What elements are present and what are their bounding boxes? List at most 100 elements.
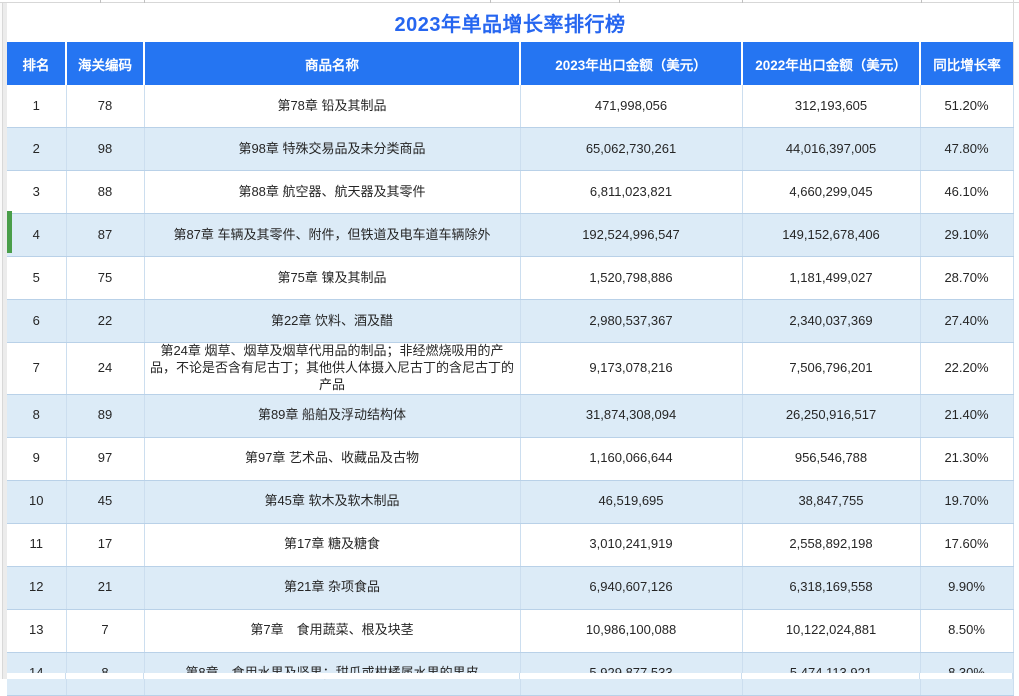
sheet-right-gridline (1013, 0, 1014, 85)
amount-2023-cell[interactable]: 31,874,308,094 (520, 394, 743, 438)
growth-rate-cell[interactable]: 51.20% (920, 85, 1014, 128)
hs-code-cell[interactable]: 17 (66, 523, 145, 567)
table-row: 9 97 第97章 艺术品、收藏品及古物 1,160,066,644 956,5… (7, 437, 1014, 481)
header-amount-2023[interactable]: 2023年出口金额（美元） (520, 42, 743, 85)
product-name-cell[interactable]: 第24章 烟草、烟草及烟草代用品的制品；非经燃烧吸用的产品，不论是否含有尼古丁；… (144, 342, 521, 395)
table-row: 5 75 第75章 镍及其制品 1,520,798,886 1,181,499,… (7, 256, 1014, 300)
amount-2023-cell[interactable]: 192,524,996,547 (520, 213, 743, 257)
grid-tick (619, 0, 620, 4)
header-product-name[interactable]: 商品名称 (144, 42, 521, 85)
table-row: 4 87 第87章 车辆及其零件、附件，但铁道及电车道车辆除外 192,524,… (7, 213, 1014, 257)
rank-cell[interactable]: 3 (7, 170, 67, 214)
product-name-cell[interactable]: 第22章 饮料、酒及醋 (144, 299, 521, 343)
sheet-left-gutter (0, 0, 7, 679)
growth-rate-cell[interactable]: 46.10% (920, 170, 1014, 214)
table-row: 7 24 第24章 烟草、烟草及烟草代用品的制品；非经燃烧吸用的产品，不论是否含… (7, 342, 1014, 395)
sheet-top-gridline (0, 0, 1019, 4)
amount-2023-cell[interactable]: 2,980,537,367 (520, 299, 743, 343)
product-name-cell[interactable]: 第87章 车辆及其零件、附件，但铁道及电车道车辆除外 (144, 213, 521, 257)
rank-cell[interactable]: 9 (7, 437, 67, 481)
growth-rate-cell[interactable]: 17.60% (920, 523, 1014, 567)
growth-rate-cell[interactable]: 9.90% (920, 566, 1014, 610)
hs-code-cell[interactable]: 97 (66, 437, 145, 481)
product-name-cell[interactable]: 第97章 艺术品、收藏品及古物 (144, 437, 521, 481)
hs-code-cell[interactable]: 7 (66, 609, 145, 653)
hs-code-cell[interactable]: 75 (66, 256, 145, 300)
amount-2023-cell[interactable]: 9,173,078,216 (520, 342, 743, 395)
hs-code-cell[interactable]: 88 (66, 170, 145, 214)
product-name-cell[interactable]: 第45章 软木及软木制品 (144, 480, 521, 524)
amount-2022-cell[interactable]: 312,193,605 (742, 85, 921, 128)
growth-rate-cell[interactable]: 28.70% (920, 256, 1014, 300)
header-hs-code[interactable]: 海关编码 (66, 42, 145, 85)
amount-2022-cell[interactable]: 2,558,892,198 (742, 523, 921, 567)
growth-rate-cell[interactable]: 21.30% (920, 437, 1014, 481)
rank-cell[interactable]: 8 (7, 394, 67, 438)
product-name-cell[interactable]: 第88章 航空器、航天器及其零件 (144, 170, 521, 214)
amount-2022-cell[interactable]: 4,660,299,045 (742, 170, 921, 214)
amount-2022-cell[interactable]: 149,152,678,406 (742, 213, 921, 257)
amount-2023-cell[interactable]: 6,940,607,126 (520, 566, 743, 610)
product-name-cell[interactable]: 第89章 船舶及浮动结构体 (144, 394, 521, 438)
rank-cell[interactable]: 2 (7, 127, 67, 171)
amount-2023-cell[interactable]: 1,520,798,886 (520, 256, 743, 300)
amount-2022-cell[interactable]: 10,122,024,881 (742, 609, 921, 653)
amount-2022-cell[interactable]: 44,016,397,005 (742, 127, 921, 171)
grid-tick (921, 0, 922, 4)
header-growth-rate[interactable]: 同比增长率 (920, 42, 1013, 85)
rank-cell[interactable]: 10 (7, 480, 67, 524)
grid-tick (144, 0, 145, 4)
active-row-marker (7, 211, 12, 253)
product-name-cell[interactable]: 第17章 糖及糖食 (144, 523, 521, 567)
product-name-cell[interactable]: 第75章 镍及其制品 (144, 256, 521, 300)
amount-2022-cell[interactable]: 956,546,788 (742, 437, 921, 481)
hs-code-cell[interactable]: 24 (66, 342, 145, 395)
amount-2022-cell[interactable]: 1,181,499,027 (742, 256, 921, 300)
rank-cell[interactable]: 12 (7, 566, 67, 610)
hs-code-cell[interactable]: 22 (66, 299, 145, 343)
amount-2023-cell[interactable]: 3,010,241,919 (520, 523, 743, 567)
growth-rate-cell[interactable]: 27.40% (920, 299, 1014, 343)
rank-cell[interactable]: 13 (7, 609, 67, 653)
hs-code-cell[interactable]: 98 (66, 127, 145, 171)
growth-rate-cell[interactable]: 22.20% (920, 342, 1014, 395)
product-name-cell[interactable]: 第78章 铅及其制品 (144, 85, 521, 128)
product-name-cell[interactable]: 第98章 特殊交易品及未分类商品 (144, 127, 521, 171)
rank-cell[interactable]: 1 (7, 85, 67, 128)
growth-rate-cell[interactable]: 19.70% (920, 480, 1014, 524)
growth-rate-cell[interactable]: 29.10% (920, 213, 1014, 257)
hs-code-cell[interactable]: 89 (66, 394, 145, 438)
rank-cell[interactable]: 7 (7, 342, 67, 395)
product-name-cell[interactable]: 第21章 杂项食品 (144, 566, 521, 610)
amount-2023-cell[interactable]: 46,519,695 (520, 480, 743, 524)
amount-2022-cell[interactable]: 38,847,755 (742, 480, 921, 524)
rank-cell[interactable]: 6 (7, 299, 67, 343)
table-row: 1 78 第78章 铅及其制品 471,998,056 312,193,605 … (7, 85, 1014, 128)
amount-2022-cell[interactable]: 26,250,916,517 (742, 394, 921, 438)
hs-code-cell[interactable]: 87 (66, 213, 145, 257)
rank-cell[interactable]: 11 (7, 523, 67, 567)
hs-code-cell[interactable]: 21 (66, 566, 145, 610)
title-bar: 2023年单品增长率排行榜 (7, 3, 1013, 42)
amount-2023-cell[interactable]: 65,062,730,261 (520, 127, 743, 171)
amount-2023-cell[interactable]: 6,811,023,821 (520, 170, 743, 214)
table-row: 3 88 第88章 航空器、航天器及其零件 6,811,023,821 4,66… (7, 170, 1014, 214)
amount-2023-cell[interactable]: 471,998,056 (520, 85, 743, 128)
amount-2023-cell[interactable]: 1,160,066,644 (520, 437, 743, 481)
growth-rate-cell[interactable]: 8.50% (920, 609, 1014, 653)
rank-cell[interactable]: 5 (7, 256, 67, 300)
product-name-cell[interactable]: 第7章 食用蔬菜、根及块茎 (144, 609, 521, 653)
growth-rate-cell[interactable]: 21.40% (920, 394, 1014, 438)
amount-2023-cell[interactable]: 10,986,100,088 (520, 609, 743, 653)
hs-code-cell[interactable]: 78 (66, 85, 145, 128)
header-rank[interactable]: 排名 (7, 42, 67, 85)
amount-2022-cell[interactable]: 6,318,169,558 (742, 566, 921, 610)
amount-2022-cell[interactable]: 7,506,796,201 (742, 342, 921, 395)
hs-code-cell[interactable]: 45 (66, 480, 145, 524)
header-amount-2022[interactable]: 2022年出口金额（美元） (742, 42, 921, 85)
growth-rate-cell[interactable]: 47.80% (920, 127, 1014, 171)
amount-2022-cell[interactable]: 2,340,037,369 (742, 299, 921, 343)
rank-cell[interactable]: 4 (7, 213, 67, 257)
table-row: 10 45 第45章 软木及软木制品 46,519,695 38,847,755… (7, 480, 1014, 524)
